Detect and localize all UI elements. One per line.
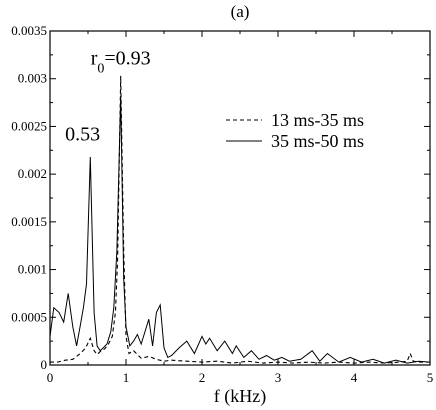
annotations: 0.53 r0=0.93 <box>65 47 150 145</box>
x-tick-label: 2 <box>199 370 206 385</box>
x-tick-label: 5 <box>427 370 434 385</box>
series-lines <box>49 75 431 364</box>
y-tick-label: 0.001 <box>18 262 47 277</box>
x-tick-label: 3 <box>275 370 282 385</box>
annotation-peak-label: 0.53 <box>65 124 100 146</box>
y-tick-label: 0.002 <box>18 166 47 181</box>
y-tick-label: 0 <box>41 357 48 372</box>
x-tick-label: 4 <box>351 370 358 385</box>
legend-label: 35 ms-50 ms <box>271 131 364 151</box>
series-line-solid <box>49 95 431 364</box>
chart-title: (a) <box>231 2 250 21</box>
x-tick-label: 0 <box>47 370 54 385</box>
plot-frame <box>49 30 431 366</box>
y-tick-label: 0.003 <box>18 71 47 86</box>
x-tick-label: 1 <box>123 370 130 385</box>
y-tick-label: 0.0005 <box>11 309 47 324</box>
axes <box>49 30 431 366</box>
legend-label: 13 ms-35 ms <box>271 110 364 130</box>
series-line-dashed <box>50 75 430 364</box>
x-axis-title: f (kHz) <box>214 386 266 407</box>
y-tick-label: 0.0025 <box>11 118 47 133</box>
y-tick-label: 0.0035 <box>11 23 47 38</box>
y-tick-label: 0.0015 <box>11 214 47 229</box>
ticks: 0 1 2 3 4 5 0 0.0005 0.001 0.0015 0.002 0.0025 0.003… <box>11 23 433 385</box>
annotation-r0: r0=0.93 <box>91 47 151 76</box>
